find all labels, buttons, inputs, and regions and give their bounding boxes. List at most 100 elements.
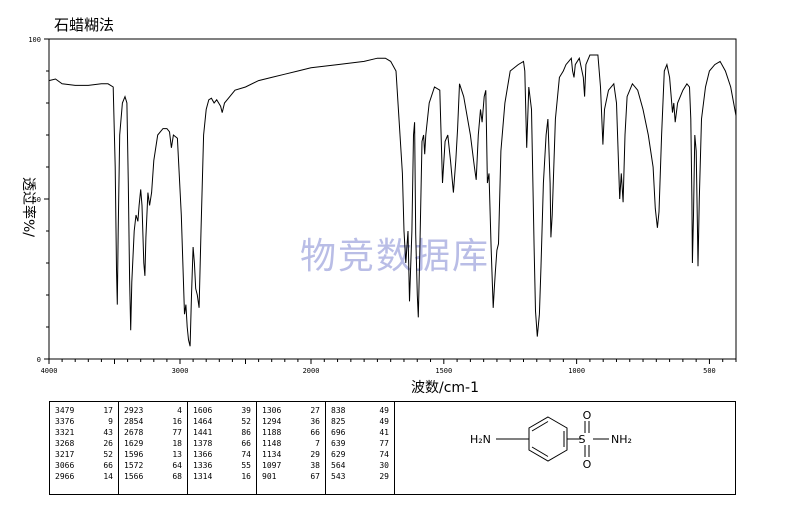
x-tick-label: 500: [703, 367, 716, 375]
oxygen-top: O: [583, 409, 592, 422]
peak-transmittance: 36: [310, 417, 320, 426]
y-axis-label: 透过率%/: [20, 177, 37, 237]
peak-wavenumber: 564: [331, 461, 346, 470]
peak-row: 3268 26: [50, 438, 118, 449]
x-axis-label: 波数/cm-1: [411, 380, 479, 396]
peak-row: 3376 9: [50, 416, 118, 427]
benzene-ring: [528, 416, 568, 462]
peak-transmittance: 29: [310, 450, 320, 459]
peak-transmittance: 77: [172, 428, 182, 437]
peak-transmittance: 77: [379, 439, 389, 448]
peak-row: 3479 17: [50, 405, 118, 416]
peak-transmittance: 41: [379, 428, 389, 437]
peak-row: 639 77: [326, 438, 394, 449]
peak-transmittance: 67: [310, 472, 320, 481]
peak-wavenumber: 825: [331, 417, 346, 426]
peak-row: 1441 86: [188, 427, 256, 438]
peak-transmittance: 49: [379, 406, 389, 415]
peak-transmittance: 68: [172, 472, 182, 481]
peak-row: 2854 16: [119, 416, 187, 427]
peak-wavenumber: 1464: [193, 417, 213, 426]
peak-transmittance: 38: [310, 461, 320, 470]
peak-transmittance: 55: [241, 461, 251, 470]
peak-column: 1306 27 1294 36 1188 66 1148 7 1134 29 1097 38 901 67: [257, 402, 326, 494]
peak-transmittance: 17: [103, 406, 113, 415]
peak-transmittance: 29: [379, 472, 389, 481]
peak-wavenumber: 838: [331, 406, 346, 415]
peak-row: 1188 66: [257, 427, 325, 438]
peak-row: 838 49: [326, 405, 394, 416]
peak-wavenumber: 1314: [193, 472, 213, 481]
peak-wavenumber: 696: [331, 428, 346, 437]
peak-transmittance: 66: [310, 428, 320, 437]
peak-column: 2923 4 2854 16 2678 77 1629 18 1596 13 1572 64 1566 6…: [119, 402, 188, 494]
peak-row: 1596 13: [119, 449, 187, 460]
peak-wavenumber: 1294: [262, 417, 282, 426]
y-tick-label: 100: [28, 36, 41, 44]
peak-wavenumber: 1378: [193, 439, 213, 448]
peak-wavenumber: 1566: [124, 472, 144, 481]
peak-row: 825 49: [326, 416, 394, 427]
peak-wavenumber: 1606: [193, 406, 213, 415]
peak-transmittance: 74: [379, 450, 389, 459]
peak-row: 2678 77: [119, 427, 187, 438]
chart-title: 石蜡糊法: [54, 16, 115, 34]
peak-wavenumber: 1366: [193, 450, 213, 459]
peak-row: 1464 52: [188, 416, 256, 427]
peak-wavenumber: 2854: [124, 417, 144, 426]
peak-row: 1572 64: [119, 460, 187, 471]
peak-wavenumber: 1097: [262, 461, 282, 470]
peak-transmittance: 43: [103, 428, 113, 437]
plot-frame: [48, 38, 737, 360]
peak-row: 1148 7: [257, 438, 325, 449]
peak-transmittance: 66: [103, 461, 113, 470]
peak-transmittance: 52: [103, 450, 113, 459]
peak-row: 543 29: [326, 471, 394, 482]
sulfanilamide-structure: H₂N S O O NH₂: [470, 409, 632, 471]
peak-transmittance: 86: [241, 428, 251, 437]
peak-wavenumber: 3321: [55, 428, 75, 437]
peak-transmittance: 26: [103, 439, 113, 448]
peak-row: 1134 29: [257, 449, 325, 460]
peak-wavenumber: 1441: [193, 428, 213, 437]
peak-row: 3066 66: [50, 460, 118, 471]
peak-wavenumber: 1572: [124, 461, 144, 470]
peak-column: 838 49 825 49 696 41 639 77 629 74 564 30 543 29: [326, 402, 394, 494]
peak-wavenumber: 3376: [55, 417, 75, 426]
y-tick-labels: 0 50 100: [28, 36, 41, 364]
y-tick-label: 50: [33, 196, 41, 204]
peak-row: 629 74: [326, 449, 394, 460]
peak-row: 1314 16: [188, 471, 256, 482]
amine-group-right: NH₂: [611, 433, 632, 446]
peak-row: 1566 68: [119, 471, 187, 482]
peak-row: 1378 66: [188, 438, 256, 449]
sulfur-atom: S: [579, 433, 586, 446]
peak-transmittance: 4: [177, 406, 182, 415]
peak-wavenumber: 1134: [262, 450, 282, 459]
spectrum-line: [48, 54, 737, 347]
peak-row: 1629 18: [119, 438, 187, 449]
axes: [44, 38, 737, 364]
x-tick-label: 1500: [435, 367, 452, 375]
peak-wavenumber: 3268: [55, 439, 75, 448]
peak-row: 1097 38: [257, 460, 325, 471]
peak-row: 1294 36: [257, 416, 325, 427]
peak-transmittance: 9: [108, 417, 113, 426]
peak-row: 1306 27: [257, 405, 325, 416]
peak-transmittance: 7: [315, 439, 320, 448]
peak-row: 2923 4: [119, 405, 187, 416]
peak-column: 3479 17 3376 9 3321 43 3268 26 3217 52 3066 66 2966 1…: [50, 402, 119, 494]
peak-wavenumber: 1306: [262, 406, 282, 415]
watermark: 物竞数据库: [300, 236, 490, 277]
peak-row: 3321 43: [50, 427, 118, 438]
peak-transmittance: 74: [241, 450, 251, 459]
peak-wavenumber: 2966: [55, 472, 75, 481]
peak-wavenumber: 3217: [55, 450, 75, 459]
peak-wavenumber: 1596: [124, 450, 144, 459]
peak-transmittance: 39: [241, 406, 251, 415]
peak-wavenumber: 3479: [55, 406, 75, 415]
peak-wavenumber: 639: [331, 439, 346, 448]
x-tick-label: 1000: [568, 367, 585, 375]
peak-transmittance: 49: [379, 417, 389, 426]
peak-row: 564 30: [326, 460, 394, 471]
